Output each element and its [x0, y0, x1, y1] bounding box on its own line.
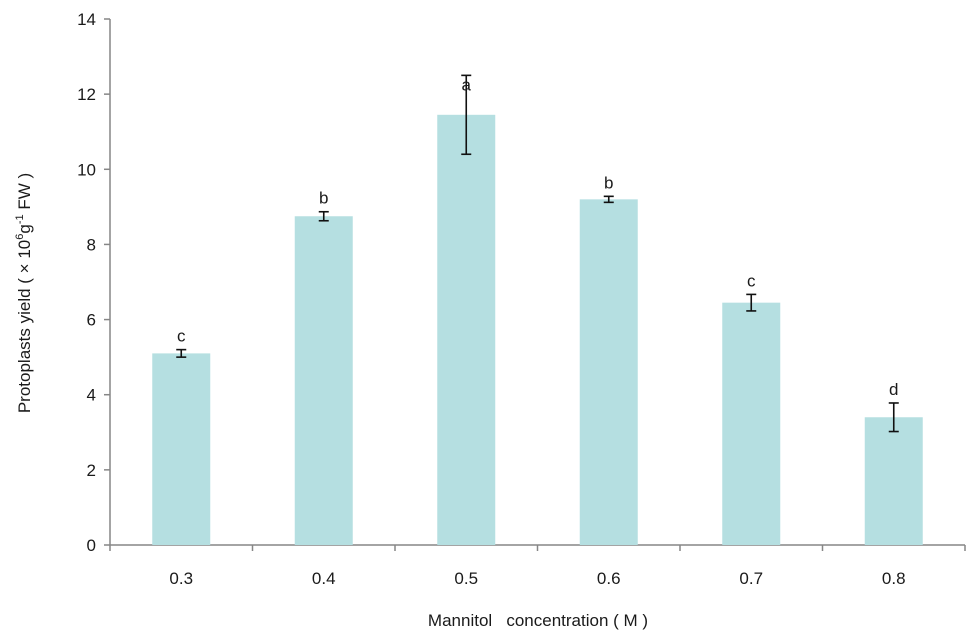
- significance-label-0.3: c: [177, 327, 186, 346]
- y-axis-title-suffix: FW ): [15, 173, 34, 215]
- y-tick-label: 10: [77, 160, 96, 179]
- y-tick-label: 8: [87, 235, 96, 254]
- x-tick-label: 0.4: [312, 569, 336, 588]
- bar-0.6: [579, 199, 638, 546]
- y-axis-title-mid: g: [15, 224, 34, 233]
- significance-labels: c b a b c d: [177, 75, 898, 399]
- x-tick-label: 0.3: [169, 569, 193, 588]
- y-tick-label: 6: [87, 311, 96, 330]
- significance-label-0.7: c: [747, 271, 756, 290]
- y-tick-label: 14: [77, 10, 96, 29]
- bar-0.3: [152, 353, 211, 545]
- x-tick-label: 0.5: [454, 569, 478, 588]
- y-axis-title-prefix: Protoplasts yield ( × 10: [15, 240, 34, 413]
- bar-0.7: [722, 302, 781, 545]
- y-axis-title-sup2: -1: [14, 214, 26, 224]
- y-axis-title-sup1: 6: [14, 234, 26, 240]
- y-tick-label: 4: [87, 386, 96, 405]
- bars: [152, 114, 923, 546]
- error-bar-0.5: [461, 74, 472, 156]
- error-bar-0.4: [318, 210, 329, 222]
- x-tick-label: 0.6: [597, 569, 621, 588]
- bar-0.4: [294, 216, 353, 545]
- error-bar-0.6: [603, 195, 614, 204]
- error-bar-0.8: [888, 402, 899, 433]
- significance-label-0.5: a: [462, 75, 472, 94]
- x-tick-label: 0.8: [882, 569, 906, 588]
- x-tick-label: 0.7: [739, 569, 763, 588]
- bar-0.5: [437, 114, 496, 546]
- y-axis-title: Protoplasts yield ( × 106g-1 FW ): [14, 173, 34, 413]
- significance-label-0.6: b: [604, 173, 613, 192]
- significance-label-0.4: b: [319, 189, 328, 208]
- y-tick-label: 12: [77, 85, 96, 104]
- x-axis-title: Mannitol concentration ( M ): [428, 611, 648, 630]
- y-tick-label: 2: [87, 461, 96, 480]
- error-bars: [176, 74, 899, 433]
- y-tick-label: 0: [87, 536, 96, 555]
- significance-label-0.8: d: [889, 380, 898, 399]
- error-bar-0.7: [746, 293, 757, 312]
- error-bar-0.3: [176, 348, 187, 358]
- bar-0.8: [864, 417, 923, 545]
- x-axis-ticks: 0.3 0.4 0.5 0.6 0.7 0.8: [109, 545, 966, 588]
- y-axis-ticks: 0 2 4 6 8 10 12 14: [77, 10, 110, 555]
- axes: [109, 19, 965, 546]
